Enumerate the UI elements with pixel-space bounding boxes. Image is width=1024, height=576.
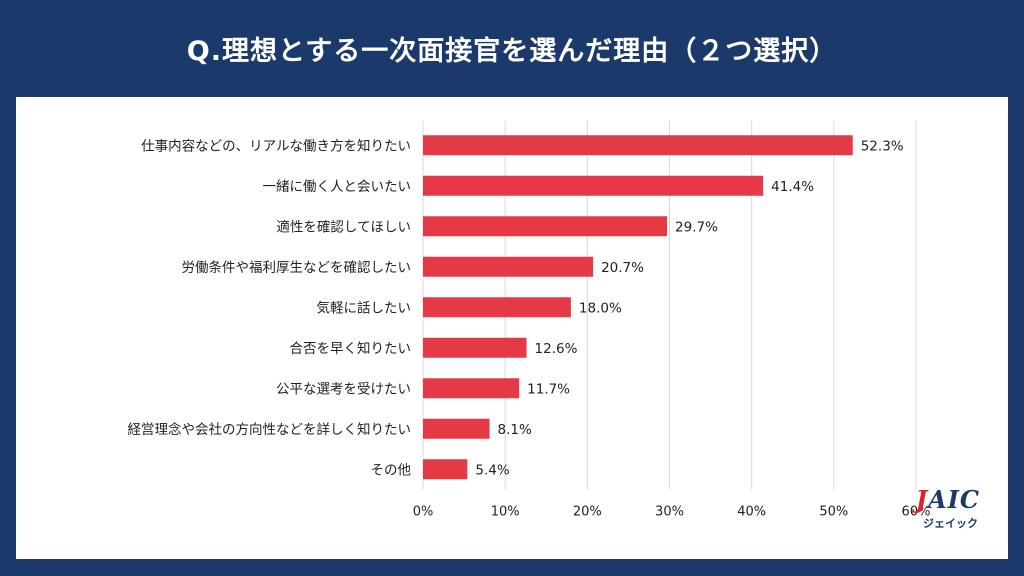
x-tick-label: 10%	[491, 505, 520, 520]
data-label: 41.4%	[771, 179, 814, 195]
page-title: Q.理想とする一次面接官を選んだ理由（２つ選択）	[186, 35, 838, 67]
bar	[423, 337, 527, 358]
bar	[423, 418, 490, 439]
category-label: 労働条件や福利厚生などを確認したい	[182, 259, 412, 276]
category-label: 仕事内容などの、リアルな働き方を知りたい	[141, 137, 411, 154]
x-tick-label: 0%	[413, 505, 434, 520]
logo-wordmark: JAIC	[915, 485, 980, 514]
data-label: 18.0%	[579, 300, 622, 316]
jaic-logo: JAIC ジェイック	[894, 485, 986, 535]
bar	[423, 256, 594, 277]
bar	[423, 216, 668, 237]
bar	[423, 135, 853, 156]
data-label: 11.7%	[527, 381, 570, 397]
logo-subtitle: ジェイック	[923, 517, 978, 530]
chart-panel: 0% 10% 20% 30% 40% 50% 60% 仕事内容などの、リアルな働き方を知りたい…	[16, 97, 1008, 559]
data-label: 29.7%	[675, 219, 718, 235]
x-tick-label: 20%	[573, 505, 602, 520]
category-label: 経営理念や会社の方向性などを詳しく知りたい	[128, 421, 412, 438]
category-label: 公平な選考を受けたい	[276, 381, 411, 397]
category-label: 合否を早く知りたい	[290, 340, 412, 357]
category-label: 一緒に働く人と会いたい	[263, 179, 412, 195]
x-tick-label: 50%	[819, 505, 848, 520]
data-label: 12.6%	[535, 341, 578, 357]
bar-chart: 0% 10% 20% 30% 40% 50% 60% 仕事内容などの、リアルな働き方を知りたい…	[128, 121, 931, 520]
x-tick-label: 30%	[655, 505, 684, 520]
x-tick-label: 40%	[737, 505, 766, 520]
category-label: その他	[371, 462, 412, 478]
bar	[423, 378, 520, 399]
bar	[423, 175, 764, 196]
data-label: 52.3%	[861, 138, 904, 154]
bar	[423, 459, 468, 480]
bar	[423, 297, 571, 318]
data-label: 8.1%	[498, 422, 532, 438]
data-label: 5.4%	[475, 462, 509, 478]
data-label: 20.7%	[601, 260, 644, 276]
category-label: 気軽に話したい	[317, 299, 412, 316]
category-label: 適性を確認してほしい	[276, 218, 411, 235]
x-tick-label: 60%	[902, 505, 931, 520]
